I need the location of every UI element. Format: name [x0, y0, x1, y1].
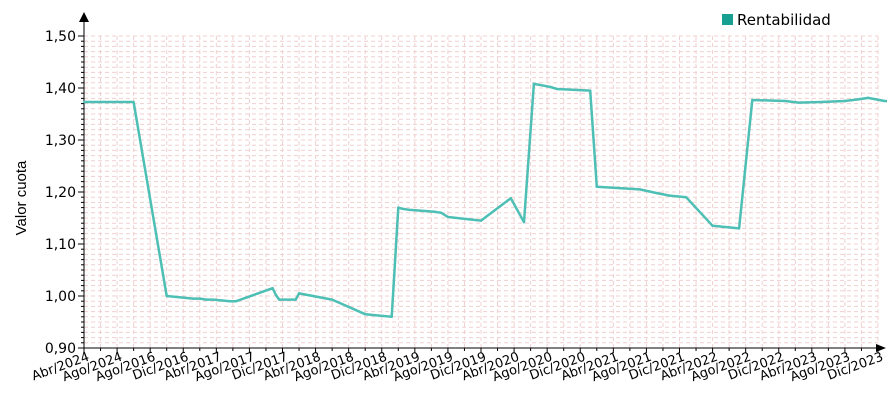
data-point[interactable] — [684, 196, 688, 199]
data-point[interactable] — [191, 297, 195, 300]
data-point[interactable] — [843, 99, 847, 103]
y-axis-title: Valor cuota — [13, 160, 30, 235]
data-point[interactable] — [711, 224, 714, 227]
data-point[interactable] — [820, 100, 823, 104]
data-point[interactable] — [446, 215, 450, 219]
data-point[interactable] — [433, 210, 436, 213]
data-point[interactable] — [638, 188, 641, 191]
data-point[interactable] — [784, 99, 787, 103]
data-point[interactable] — [132, 100, 135, 104]
data-point[interactable] — [211, 298, 215, 301]
y-tick-label: 1,10 — [45, 237, 76, 253]
data-point[interactable] — [165, 294, 168, 298]
data-point[interactable] — [96, 100, 99, 104]
data-point[interactable] — [277, 298, 281, 301]
data-point[interactable] — [198, 297, 201, 300]
data-point[interactable] — [555, 87, 559, 91]
data-point[interactable] — [655, 191, 658, 195]
data-point[interactable] — [205, 298, 208, 301]
data-point[interactable] — [125, 100, 129, 104]
data-point[interactable] — [105, 100, 109, 104]
data-point[interactable] — [330, 298, 334, 301]
data-point[interactable] — [440, 211, 443, 214]
data-point[interactable] — [294, 298, 297, 301]
y-tick-label: 1,30 — [45, 133, 76, 149]
y-tick-label: 1,50 — [45, 29, 76, 45]
data-point[interactable] — [866, 96, 870, 100]
y-tick-label: 1,00 — [45, 289, 76, 305]
data-point[interactable] — [522, 220, 526, 224]
legend[interactable]: Rentabilidad — [722, 11, 831, 29]
data-point[interactable] — [407, 208, 410, 211]
data-point[interactable] — [400, 207, 403, 210]
data-point[interactable] — [856, 98, 860, 101]
data-point[interactable] — [595, 185, 598, 188]
data-point[interactable] — [509, 197, 512, 200]
data-point[interactable] — [883, 99, 886, 103]
y-axis-ticks: 0,90 1,00 1,10 1,20 1,30 1,40 1,50 — [45, 29, 84, 357]
data-point[interactable] — [532, 82, 536, 86]
x-axis-ticks: Abr/2024Ago/2024Ago/2016Dic/2016Abr/2017… — [30, 348, 885, 385]
data-point[interactable] — [751, 98, 754, 102]
data-point[interactable] — [364, 313, 367, 316]
legend-swatch-rentabilidad — [722, 14, 733, 25]
data-point[interactable] — [797, 101, 800, 104]
data-point[interactable] — [89, 100, 92, 104]
data-point[interactable] — [274, 293, 278, 297]
chart-grid — [83, 35, 879, 349]
data-point[interactable] — [588, 89, 592, 92]
data-point[interactable] — [549, 85, 552, 89]
data-point[interactable] — [390, 315, 393, 318]
y-tick-label: 1,20 — [45, 185, 76, 201]
data-point[interactable] — [120, 100, 124, 104]
data-point[interactable] — [234, 300, 238, 303]
data-point[interactable] — [737, 227, 741, 230]
y-tick-label: 1,40 — [45, 81, 76, 97]
data-point[interactable] — [218, 298, 221, 302]
data-point[interactable] — [668, 194, 671, 197]
series-layer — [82, 82, 887, 319]
legend-label-rentabilidad: Rentabilidad — [737, 11, 831, 29]
data-point[interactable] — [82, 100, 86, 104]
data-point[interactable] — [228, 300, 231, 303]
data-point[interactable] — [479, 219, 483, 222]
y-axis-arrow — [79, 12, 89, 22]
data-point[interactable] — [297, 292, 301, 295]
series-line-0 — [84, 82, 887, 319]
data-point[interactable] — [271, 287, 274, 290]
y-tick-label: 0,90 — [45, 341, 76, 357]
data-point[interactable] — [397, 206, 400, 209]
